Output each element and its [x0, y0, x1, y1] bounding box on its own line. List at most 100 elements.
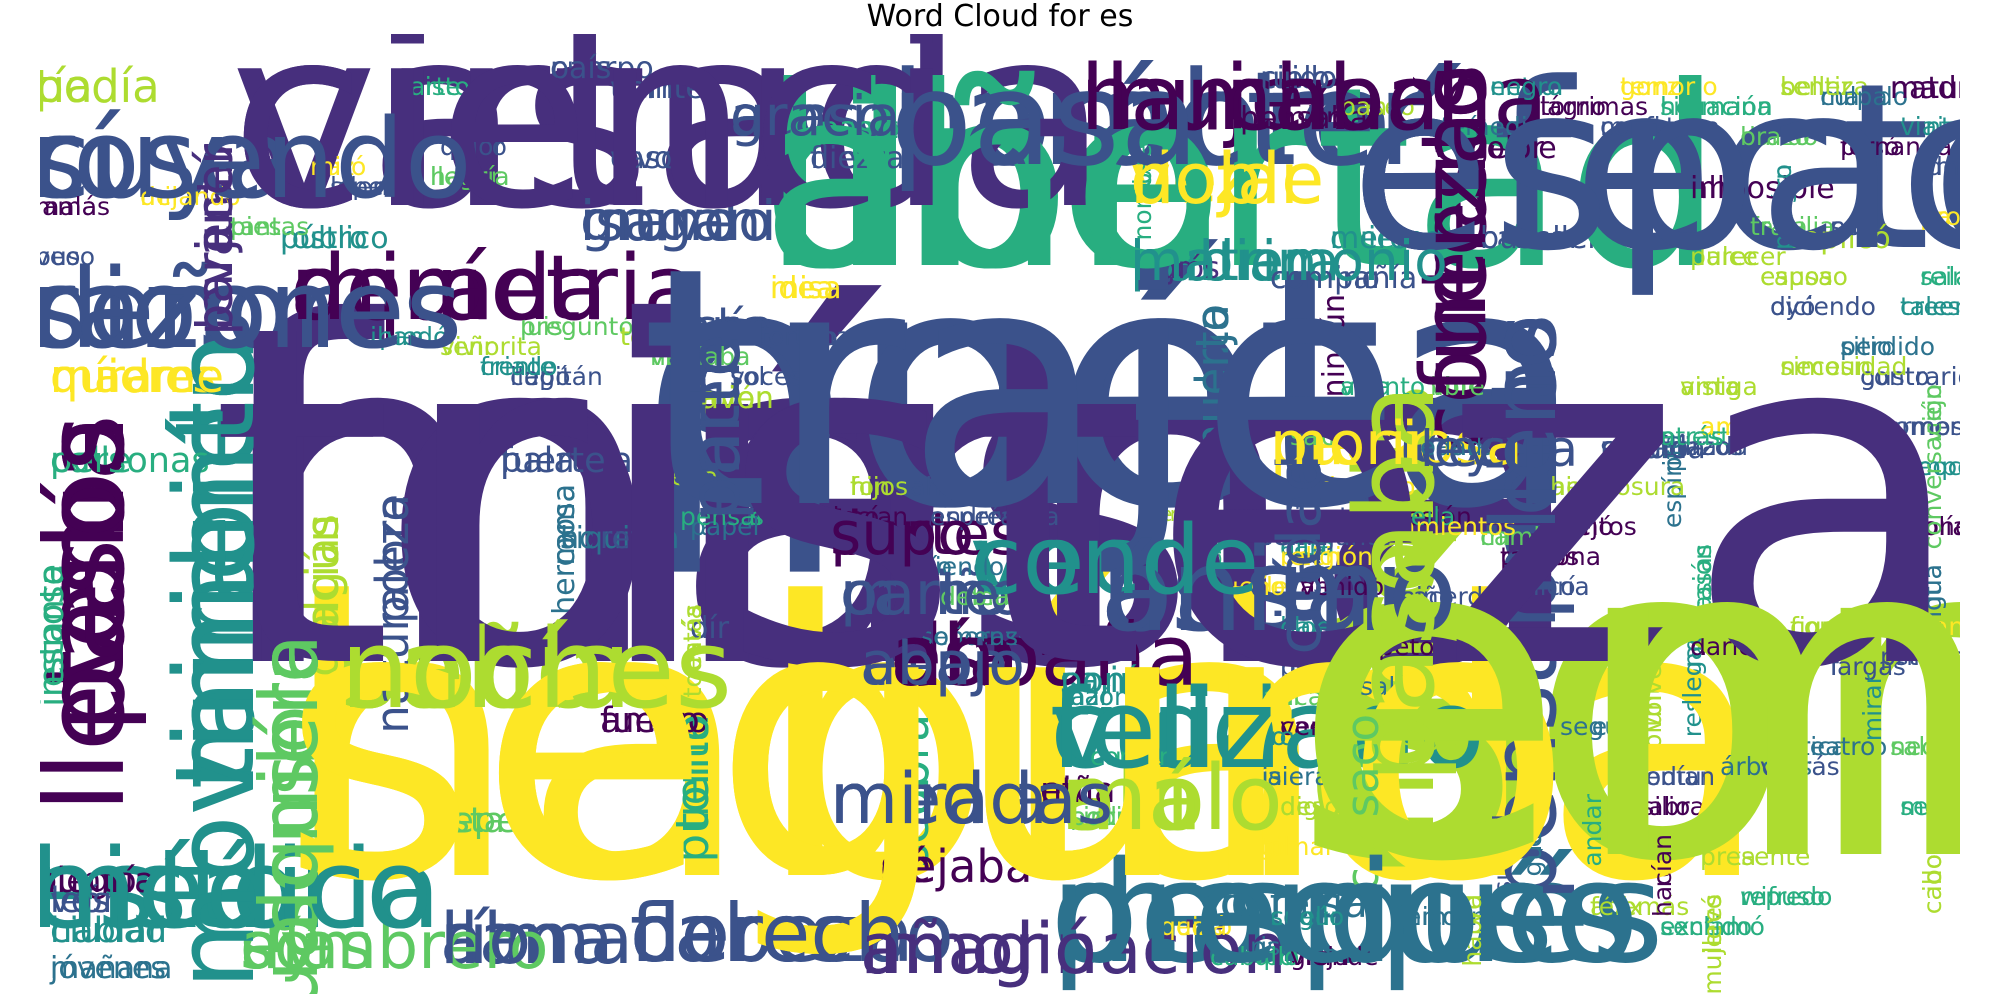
cloud-word: visto — [410, 72, 470, 101]
cloud-word: último — [800, 502, 880, 531]
cloud-word: necesario — [1890, 732, 1960, 761]
cloud-word: muerte — [1600, 112, 1692, 141]
cloud-word: oro — [1060, 746, 1206, 851]
cloud-word: fué — [1440, 112, 1481, 141]
cloud-word: coche — [640, 300, 774, 353]
cloud-word: vuelta — [640, 462, 719, 491]
cloud-word: salió — [1890, 732, 1948, 761]
cloud-word: don — [760, 34, 1231, 324]
cloud-word: edad — [1420, 432, 1483, 461]
cloud-word: teatro — [1800, 732, 1876, 761]
cloud-word: jóvenes — [50, 951, 167, 986]
cloud-word: libro — [1240, 722, 1295, 751]
cloud-word: familia — [1750, 212, 1835, 241]
cloud-word: veía — [1230, 762, 1283, 791]
cloud-word: quiso — [440, 132, 507, 161]
cloud-word: ama — [1920, 152, 1960, 181]
cloud-word: pepa — [860, 629, 1010, 699]
cloud-word: salía — [1360, 672, 1418, 701]
cloud-word: cristeta — [1270, 502, 1365, 531]
cloud-word: llegar — [430, 162, 501, 191]
cloud-word: dinero — [940, 582, 1020, 611]
cloud-word: campo — [1210, 942, 1295, 971]
cloud-word: éste — [1880, 642, 1934, 671]
cloud-word: dios — [40, 245, 255, 373]
cloud-word: tú — [860, 629, 922, 699]
cloud-word: belleza — [1780, 72, 1869, 101]
cloud-word: feliz — [1050, 665, 1276, 793]
cloud-word: calle — [50, 441, 132, 481]
cloud-word: comer — [1090, 742, 1170, 771]
cloud-word: voz — [1130, 138, 1251, 220]
cloud-word: amiga — [1680, 372, 1758, 401]
cloud-word: dafnis — [1220, 881, 1342, 927]
cloud-word: doncella — [1350, 502, 1456, 531]
cloud-word: amigos — [1700, 412, 1791, 441]
cloud-word: cuerpo — [550, 51, 654, 86]
cloud-word: mundo — [580, 189, 772, 253]
cloud-word: marqués — [1050, 832, 1664, 994]
cloud-word: allá — [1690, 171, 1744, 206]
cloud-word: duque — [1090, 742, 1169, 771]
cloud-word: amigo — [600, 701, 709, 741]
cloud-word: cura — [640, 462, 696, 491]
cloud-word: sala — [1920, 262, 1960, 291]
cloud-word: creer — [1900, 292, 1960, 321]
cloud-word: veo — [40, 242, 81, 271]
cloud-word: frente — [480, 352, 555, 381]
cloud-word: razón — [1060, 682, 1130, 711]
cloud-word: volvió — [1920, 612, 1960, 641]
cloud-word: merced — [1330, 221, 1444, 256]
cloud-word: traía — [1750, 212, 1808, 241]
cloud-word: sol — [730, 362, 766, 391]
cloud-word: llama — [440, 898, 633, 980]
cloud-word: desgracia — [1280, 792, 1402, 821]
cloud-word: viene — [1140, 502, 1195, 526]
cloud-word: maría — [640, 300, 770, 353]
cloud-word: tía — [40, 60, 93, 113]
cloud-word: sombrero — [240, 909, 549, 984]
cloud-word: derecho — [630, 887, 954, 980]
cloud-word: vi — [1760, 752, 1782, 781]
cloud-word: pasó — [1840, 132, 1900, 161]
cloud-word: noble — [1130, 138, 1325, 220]
cloud-word: mozo — [1040, 632, 1109, 661]
cloud-word: partes — [830, 499, 1022, 569]
cloud-word: malo — [1060, 746, 1283, 851]
cloud-word: rey — [600, 521, 648, 556]
cloud-word: país — [550, 51, 612, 86]
cloud-word: arte — [410, 72, 461, 101]
cloud-word: fortuna — [760, 322, 852, 351]
cloud-word: años — [730, 84, 861, 148]
cloud-word: isagani — [580, 189, 777, 253]
cloud-word: remedio — [1440, 112, 1543, 141]
cloud-word: mañana — [50, 951, 173, 986]
cloud-word: qué — [640, 197, 1262, 581]
cloud-word: voces — [730, 362, 803, 391]
cloud-word: culpa — [1820, 82, 1888, 111]
cloud-word: gonzalo — [1620, 72, 1718, 101]
cloud-word: parecer — [1690, 242, 1786, 271]
cloud-word: más — [210, 225, 1201, 772]
cloud-word: san — [1830, 212, 1875, 241]
cloud-word: razones — [40, 245, 463, 373]
cloud-word: libre — [1430, 372, 1485, 401]
cloud-word: hombre — [890, 43, 1392, 195]
cloud-word: ideas — [1920, 152, 1960, 181]
cloud-word: fondo — [850, 472, 922, 501]
cloud-word: pecho — [1280, 542, 1357, 571]
word-cloud: más qué había á casa don é hombre después señor as… — [40, 34, 1960, 994]
cloud-word: aire — [1550, 472, 1598, 501]
cloud-word: respeto — [1340, 632, 1435, 661]
cloud-word: quería — [1510, 572, 1590, 601]
cloud-word: oír — [690, 611, 730, 646]
cloud-word: expresión — [1350, 502, 1472, 531]
cloud-word: vio — [650, 342, 688, 371]
cloud-word: iba — [830, 499, 922, 569]
cloud-word: según — [1270, 902, 1346, 931]
cloud-word: necesidad — [1780, 352, 1908, 381]
cloud-word: baja — [1280, 612, 1334, 641]
cloud-word: luis — [520, 312, 563, 341]
cloud-word: miedo — [760, 322, 838, 351]
cloud-word: vergüenza — [1280, 712, 1412, 741]
